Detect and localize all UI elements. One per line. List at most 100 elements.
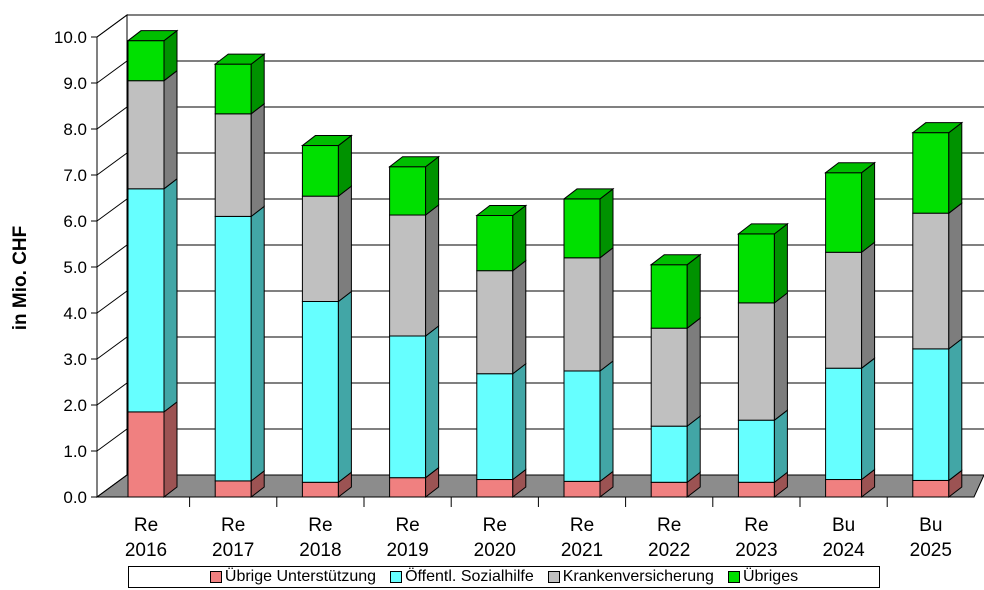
bar-segment-side [686,317,701,428]
bar-segment-side [163,69,178,190]
bar-segment [214,215,252,482]
gridline [96,106,984,130]
y-axis-ticks: 0.0 1.0 2.0 3.0 4.0 5.0 6.0 7.0 8.0 9.0 10.0 [54,28,98,507]
bar-segment-side [773,222,788,304]
x-tick-label: 2021 [561,540,603,561]
x-tick-label: Bu [832,515,855,536]
bar-segment [389,335,427,479]
bar-segment-side [512,259,527,375]
x-tick-label: 2025 [910,540,952,561]
x-tick-label: 2022 [648,540,690,561]
bar-segment [563,370,601,482]
bar-segment [825,251,863,369]
x-tick-label: Re [221,515,245,536]
bar-stack [562,187,615,499]
bar-stack [649,253,702,499]
bar-top [562,188,615,200]
bar-segment [737,233,775,304]
bar-segment [476,270,514,375]
legend-swatch [547,571,560,583]
bar-segment-side [163,400,178,499]
bar-stack [126,29,179,499]
y-tick-label: 8.0 [63,120,87,139]
bar-segment [563,198,601,259]
y-tick-label: 6.0 [63,212,87,231]
legend-label: Öffentl. Sozialhilfe [405,568,534,585]
x-tick-label: 2024 [822,540,865,561]
x-tick-label: Re [395,515,419,536]
bar-segment-side [337,185,352,303]
bar-segment [389,214,427,337]
legend-swatch [390,571,403,583]
x-tick-label: Re [308,515,332,536]
bar-stack [824,161,877,499]
x-tick-label: Re [744,515,768,536]
bar-stack [736,222,789,499]
gridline [96,152,984,176]
bar-segment [127,80,165,190]
bar-segment [650,327,688,427]
bar-top [475,204,528,216]
bar-top [911,122,964,134]
bar-segment-side [948,121,963,215]
y-tick-label: 7.0 [63,166,87,185]
bar-segment [737,302,775,421]
bar-segment [737,419,775,483]
legend-label: Übrige Unterstützung [224,568,377,585]
legend-item-oeffentl-sozialhilfe: Öffentl. Sozialhilfe [390,568,534,586]
bar-segment-side [686,415,701,484]
bar-segment [301,301,339,483]
bar-stack [475,204,528,499]
bar-segment-side [599,246,614,372]
legend-item-krankenversicherung: Krankenversicherung [547,568,714,586]
bar-segment-side [861,357,876,481]
bar-segment [214,113,252,217]
bar-segment [912,212,950,350]
bar-top [388,156,441,168]
bar-segment [301,481,339,498]
y-axis-label: in Mio. CHF [10,226,31,330]
bar-segment [127,40,165,82]
bar-segment [301,145,339,197]
bar-top [736,223,789,235]
gridline [96,198,984,222]
bar-segment [389,477,427,498]
bar-segment-side [337,290,352,484]
bar-segment [650,264,688,329]
bar-segment [825,479,863,498]
bar-segment [825,367,863,481]
bar-segment-side [250,102,265,218]
bar-segment [563,480,601,498]
bar-stack [911,121,964,499]
x-tick-label: Re [483,515,507,536]
bars [126,29,964,499]
y-tick-label: 5.0 [63,258,87,277]
bar-segment [825,172,863,253]
x-tick-label: Re [134,515,158,536]
bar-segment-side [512,204,527,272]
bar-stack [213,53,266,499]
bar-segment-side [425,204,440,338]
bar-segment-side [861,241,876,370]
bar-segment [214,480,252,498]
bar-segment-side [773,409,788,484]
legend-swatch [209,571,222,583]
y-tick-label: 0.0 [63,488,87,507]
gridline [96,244,984,268]
x-tick-label: 2017 [212,540,254,561]
legend-label: Krankenversicherung [562,568,714,585]
bar-segment [650,425,688,483]
x-tick-label: 2019 [386,540,428,561]
bar-top [126,30,179,42]
bar-segment [912,479,950,498]
bar-segment-side [250,205,265,482]
bar-stack [388,155,441,499]
bar-segment [563,257,601,372]
x-tick-label: Re [570,515,594,536]
bar-top [300,135,353,147]
x-tick-label: 2023 [735,540,777,561]
bar-segment [737,481,775,498]
gridline [96,60,984,84]
legend-swatch [727,571,740,583]
